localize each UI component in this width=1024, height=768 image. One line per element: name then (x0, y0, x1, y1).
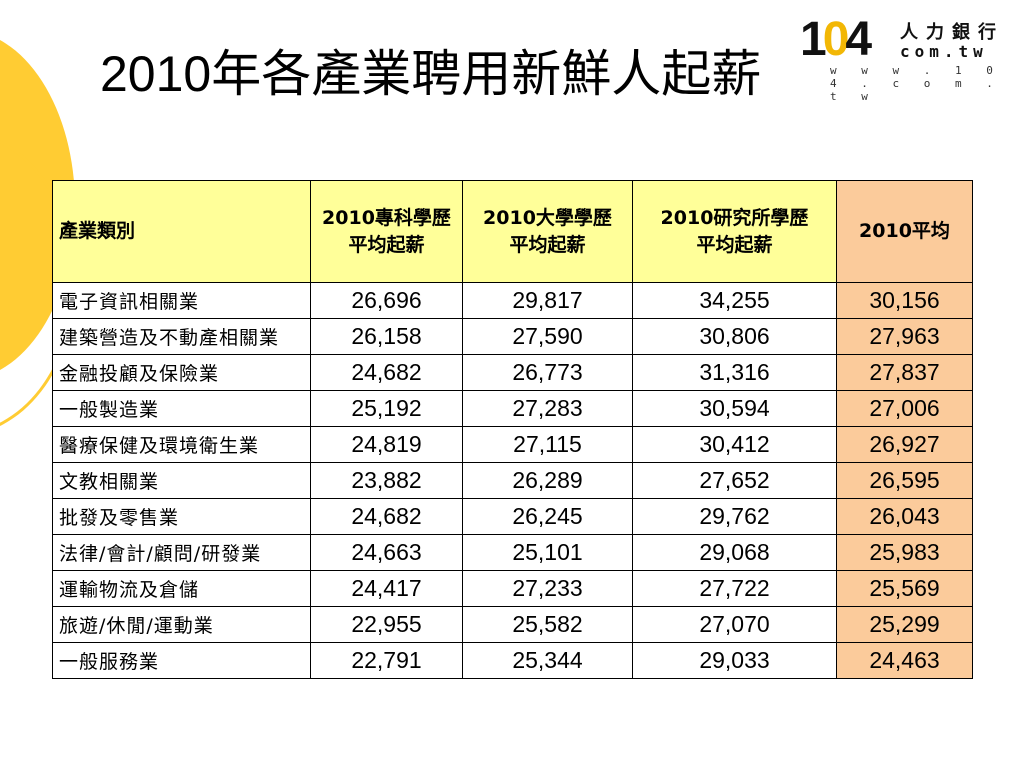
graduate-salary-cell: 30,412 (632, 426, 837, 463)
salary-table-wrapper: 產業類別 2010專科學歷 平均起薪 2010大學學歷 平均起薪 2010研究所學歷 平均起… (52, 180, 973, 679)
table-row: 運輸物流及倉儲 24,417 27,233 27,722 25,569 (52, 570, 973, 607)
table-row: 批發及零售業 24,682 26,245 29,762 26,043 (52, 498, 973, 535)
table-row: 建築營造及不動產相關業 26,158 27,590 30,806 27,963 (52, 318, 973, 355)
logo-url: w w w . 1 0 4 . c o m . t w (830, 64, 1002, 103)
average-salary-cell: 25,569 (836, 570, 973, 607)
bachelor-salary-cell: 26,773 (462, 354, 633, 391)
graduate-salary-cell: 31,316 (632, 354, 837, 391)
graduate-salary-cell: 30,806 (632, 318, 837, 355)
industry-cell: 批發及零售業 (52, 498, 311, 535)
graduate-salary-cell: 34,255 (632, 282, 837, 319)
associate-salary-cell: 26,696 (310, 282, 463, 319)
industry-cell: 醫療保健及環境衛生業 (52, 426, 311, 463)
table-body: 電子資訊相關業 26,696 29,817 34,255 30,156 建築營造及不動產相… (52, 282, 973, 679)
average-salary-cell: 24,463 (836, 642, 973, 679)
graduate-salary-cell: 30,594 (632, 390, 837, 427)
page-title: 2010年各產業聘用新鮮人起薪 (100, 46, 762, 102)
associate-salary-cell: 24,682 (310, 498, 463, 535)
graduate-salary-cell: 29,762 (632, 498, 837, 535)
table-header-row: 產業類別 2010專科學歷 平均起薪 2010大學學歷 平均起薪 2010研究所學歷 平均起… (52, 180, 973, 283)
average-salary-cell: 25,299 (836, 606, 973, 643)
industry-cell: 文教相關業 (52, 462, 311, 499)
logo-domain: com.tw (900, 42, 988, 61)
bachelor-salary-cell: 26,245 (462, 498, 633, 535)
header-average: 2010平均 (836, 180, 973, 283)
graduate-salary-cell: 27,722 (632, 570, 837, 607)
graduate-salary-cell: 29,068 (632, 534, 837, 571)
average-salary-cell: 26,043 (836, 498, 973, 535)
bachelor-salary-cell: 27,283 (462, 390, 633, 427)
bachelor-salary-cell: 25,582 (462, 606, 633, 643)
graduate-salary-cell: 27,652 (632, 462, 837, 499)
table-row: 法律/會計/顧問/研發業 24,663 25,101 29,068 25,983 (52, 534, 973, 571)
graduate-salary-cell: 27,070 (632, 606, 837, 643)
table-row: 電子資訊相關業 26,696 29,817 34,255 30,156 (52, 282, 973, 319)
bachelor-salary-cell: 27,115 (462, 426, 633, 463)
graduate-salary-cell: 29,033 (632, 642, 837, 679)
associate-salary-cell: 24,663 (310, 534, 463, 571)
associate-salary-cell: 24,417 (310, 570, 463, 607)
company-logo: 104 人力銀行 com.tw w w w . 1 0 4 . c o m . … (800, 13, 1010, 104)
table-row: 醫療保健及環境衛生業 24,819 27,115 30,412 26,927 (52, 426, 973, 463)
table-row: 文教相關業 23,882 26,289 27,652 26,595 (52, 462, 973, 499)
logo-digit-1: 1 (800, 13, 827, 66)
associate-salary-cell: 23,882 (310, 462, 463, 499)
table-row: 一般服務業 22,791 25,344 29,033 24,463 (52, 642, 973, 679)
header-bachelor: 2010大學學歷 平均起薪 (462, 180, 633, 283)
industry-cell: 法律/會計/顧問/研發業 (52, 534, 311, 571)
average-salary-cell: 26,927 (836, 426, 973, 463)
bachelor-salary-cell: 25,101 (462, 534, 633, 571)
bachelor-salary-cell: 25,344 (462, 642, 633, 679)
bachelor-salary-cell: 29,817 (462, 282, 633, 319)
bachelor-salary-cell: 27,233 (462, 570, 633, 607)
industry-cell: 一般製造業 (52, 390, 311, 427)
average-salary-cell: 27,837 (836, 354, 973, 391)
associate-salary-cell: 24,819 (310, 426, 463, 463)
associate-salary-cell: 25,192 (310, 390, 463, 427)
salary-table: 產業類別 2010專科學歷 平均起薪 2010大學學歷 平均起薪 2010研究所學歷 平均起… (52, 180, 973, 679)
logo-digit-0: 0 (822, 13, 850, 66)
average-salary-cell: 30,156 (836, 282, 973, 319)
industry-cell: 一般服務業 (52, 642, 311, 679)
industry-cell: 金融投顧及保險業 (52, 354, 311, 391)
associate-salary-cell: 24,682 (310, 354, 463, 391)
table-row: 金融投顧及保險業 24,682 26,773 31,316 27,837 (52, 354, 973, 391)
table-row: 一般製造業 25,192 27,283 30,594 27,006 (52, 390, 973, 427)
bachelor-salary-cell: 26,289 (462, 462, 633, 499)
average-salary-cell: 26,595 (836, 462, 973, 499)
table-row: 旅遊/休閒/運動業 22,955 25,582 27,070 25,299 (52, 606, 973, 643)
industry-cell: 運輸物流及倉儲 (52, 570, 311, 607)
header-associate: 2010專科學歷 平均起薪 (310, 180, 463, 283)
header-graduate: 2010研究所學歷 平均起薪 (632, 180, 837, 283)
associate-salary-cell: 22,791 (310, 642, 463, 679)
header-industry: 產業類別 (52, 180, 311, 283)
associate-salary-cell: 22,955 (310, 606, 463, 643)
associate-salary-cell: 26,158 (310, 318, 463, 355)
logo-digit-4: 4 (845, 13, 872, 66)
average-salary-cell: 25,983 (836, 534, 973, 571)
industry-cell: 旅遊/休閒/運動業 (52, 606, 311, 643)
bachelor-salary-cell: 27,590 (462, 318, 633, 355)
industry-cell: 電子資訊相關業 (52, 282, 311, 319)
industry-cell: 建築營造及不動產相關業 (52, 318, 311, 355)
average-salary-cell: 27,963 (836, 318, 973, 355)
average-salary-cell: 27,006 (836, 390, 973, 427)
logo-number: 104 (800, 13, 872, 66)
logo-chinese-name: 人力銀行 (900, 22, 1004, 43)
